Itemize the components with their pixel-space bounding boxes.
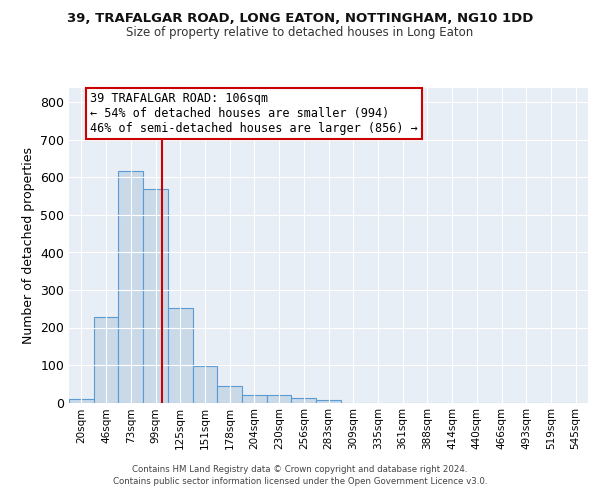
Text: Size of property relative to detached houses in Long Eaton: Size of property relative to detached ho… xyxy=(127,26,473,39)
Text: Contains HM Land Registry data © Crown copyright and database right 2024.: Contains HM Land Registry data © Crown c… xyxy=(132,465,468,474)
Bar xyxy=(267,394,292,402)
Bar xyxy=(316,400,341,402)
Bar xyxy=(118,171,143,402)
Bar xyxy=(292,398,316,402)
Bar xyxy=(193,366,217,403)
Bar xyxy=(168,308,193,402)
Text: 39 TRAFALGAR ROAD: 106sqm
← 54% of detached houses are smaller (994)
46% of semi: 39 TRAFALGAR ROAD: 106sqm ← 54% of detac… xyxy=(90,92,418,135)
Bar xyxy=(143,190,168,402)
Bar xyxy=(69,399,94,402)
Bar xyxy=(94,317,118,402)
Bar xyxy=(217,386,242,402)
Text: Contains public sector information licensed under the Open Government Licence v3: Contains public sector information licen… xyxy=(113,477,487,486)
Bar xyxy=(242,394,267,402)
Text: 39, TRAFALGAR ROAD, LONG EATON, NOTTINGHAM, NG10 1DD: 39, TRAFALGAR ROAD, LONG EATON, NOTTINGH… xyxy=(67,12,533,26)
Y-axis label: Number of detached properties: Number of detached properties xyxy=(22,146,35,344)
